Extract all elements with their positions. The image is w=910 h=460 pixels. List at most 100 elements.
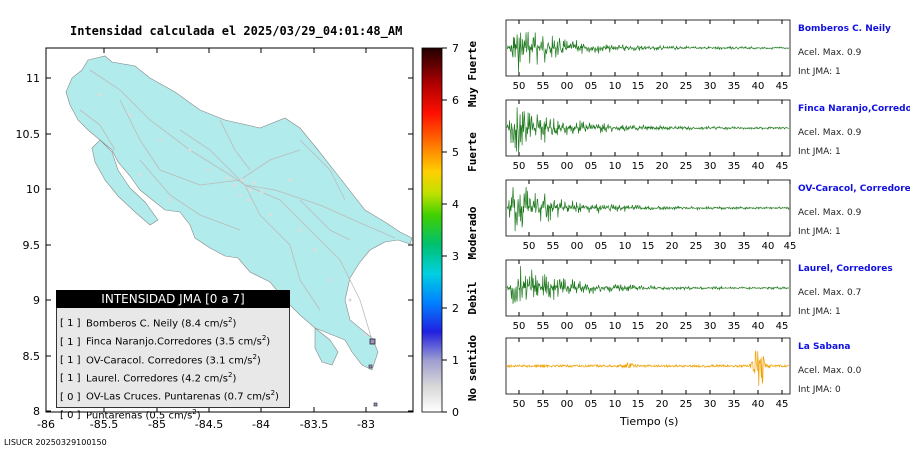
- legend-text-end: ): [256, 354, 261, 366]
- time-tick-label: 35: [728, 161, 741, 172]
- time-tick-label: 05: [585, 399, 598, 410]
- town-marker: [206, 168, 210, 172]
- time-tick-label: 40: [762, 241, 775, 252]
- time-tick-label: 00: [561, 399, 574, 410]
- station-info: Acel. Max. 0.9 Int JMA: 1: [798, 124, 861, 162]
- road: [299, 139, 346, 201]
- map-x-tick-label: -83: [357, 418, 375, 431]
- town-marker: [168, 198, 172, 202]
- legend-text-end: ): [196, 409, 201, 421]
- legend-title: INTENSIDAD JMA [0 a 7]: [56, 290, 290, 308]
- colorbar-tick-label: 6: [452, 94, 459, 107]
- town-marker: [313, 248, 317, 252]
- town-marker: [158, 138, 162, 142]
- time-tick-label: 25: [690, 241, 703, 252]
- map-x-tick-label: -83.5: [300, 418, 328, 431]
- colorbar-level-label: Debil: [466, 281, 479, 314]
- town-marker: [238, 193, 242, 197]
- costa-rica-land: [65, 55, 413, 371]
- road: [299, 199, 351, 241]
- colorbar-level-label: Fuerte: [466, 132, 479, 172]
- legend-text-end: ): [275, 391, 279, 403]
- time-tick-label: 30: [704, 321, 717, 332]
- time-tick-label: 45: [776, 161, 789, 172]
- time-tick-label: 45: [776, 81, 789, 92]
- time-tick-label: 30: [704, 81, 717, 92]
- time-tick-label: 00: [571, 241, 584, 252]
- time-tick-label: 10: [609, 321, 622, 332]
- map-y-tick-label: 8: [33, 405, 40, 418]
- town-marker: [363, 333, 367, 337]
- town-marker: [98, 93, 102, 97]
- map-x-tick-label: -85.5: [90, 418, 118, 431]
- legend-unit-exponent: 2: [261, 334, 267, 343]
- town-marker: [246, 198, 250, 202]
- map-y-axis: 11 10.5 10 9.5 9 8.5 8: [16, 72, 413, 418]
- town-marker: [288, 178, 292, 182]
- seismogram-frame: [505, 337, 791, 395]
- map-y-tick-label: 10: [26, 183, 40, 196]
- time-tick-label: 15: [632, 399, 645, 410]
- legend-level: [ 1 ]: [60, 318, 81, 330]
- colorbar-tick-label: 4: [452, 198, 459, 211]
- time-tick-label: 15: [632, 161, 645, 172]
- legend-text: Bomberos C. Neily (8.4 cm/s: [86, 318, 229, 330]
- time-tick-label: 50: [513, 399, 526, 410]
- seismogram-panel: 50 55 00 05 10 15 20 25 30 35 40 45: [505, 19, 791, 92]
- town-marker: [226, 176, 230, 180]
- station-peak-accel: Acel. Max. 0.0: [798, 366, 862, 376]
- time-tick-label: 25: [680, 81, 693, 92]
- time-tick-label: 55: [537, 399, 550, 410]
- road: [79, 109, 116, 151]
- road: [89, 69, 246, 186]
- time-tick-label: 05: [595, 241, 608, 252]
- station-peak-accel: Acel. Max. 0.9: [798, 208, 862, 218]
- station-name: La Sabana: [798, 342, 851, 352]
- seismogram-panels: 50 55 00 05 10 15 20 25 30 35 40 45 50 55 00 05 10 15 20 25…: [505, 19, 796, 410]
- legend-text-end: ): [232, 373, 237, 385]
- station-jma-intensity: Int JMA: 0: [798, 385, 841, 395]
- time-tick-label: 40: [752, 161, 765, 172]
- station-info: Acel. Max. 0.0 Int JMA: 0: [798, 362, 861, 400]
- map-y-tick-label: 8.5: [23, 350, 41, 363]
- station-name: OV-Caracol, Corredores: [798, 184, 910, 194]
- colorbar-level-label: No sentido: [466, 335, 479, 402]
- colorbar-tick-label: 0: [452, 406, 459, 419]
- time-tick-label: 05: [585, 321, 598, 332]
- legend-level: [ 1 ]: [60, 373, 81, 385]
- town-marker: [128, 113, 132, 117]
- intensity-colorbar: 7 6 5 4 3 2 1 0 Muy Fuerte Fuerte Moderado Debil No…: [421, 41, 479, 419]
- station-peak-accel: Acel. Max. 0.9: [798, 48, 862, 58]
- station-info: Acel. Max. 0.9 Int JMA: 1: [798, 204, 861, 242]
- seismogram-panel: 50 55 00 05 10 15 20 25 30 35 40 45: [505, 179, 796, 252]
- time-tick-label: 25: [680, 399, 693, 410]
- town-markers: [98, 93, 367, 337]
- footer-id: LISUCR 20250329100150: [4, 438, 107, 447]
- time-tick-label: 50: [513, 81, 526, 92]
- time-tick-label: 30: [704, 399, 717, 410]
- colorbar-level-label: Muy Fuerte: [466, 41, 479, 108]
- map-y-tick-label: 9: [33, 294, 40, 307]
- seismogram-trace: [506, 31, 790, 73]
- colorbar-tick-label: 7: [452, 42, 459, 55]
- seismogram-panel: 50 55 00 05 10 15 20 25 30 35 40 45: [505, 337, 791, 410]
- time-tick-label: 35: [728, 399, 741, 410]
- seismogram-panel: 50 55 00 05 10 15 20 25 30 35 40 45: [505, 259, 791, 332]
- time-tick-label: 55: [537, 321, 550, 332]
- legend-unit-exponent: 2: [270, 389, 276, 398]
- map-title: Intensidad calculada el 2025/03/29_04:01…: [70, 24, 403, 38]
- map-x-tick-label: -85: [148, 418, 166, 431]
- map-y-tick-label: 11: [26, 72, 40, 85]
- road: [199, 149, 301, 186]
- legend-level: [ 1 ]: [60, 354, 81, 366]
- town-marker: [233, 183, 237, 187]
- legend-text-end: ): [266, 336, 271, 348]
- time-tick-label: 10: [609, 161, 622, 172]
- seismogram-trace: [506, 265, 790, 304]
- time-tick-label: 20: [656, 161, 669, 172]
- legend-item: [ 0 ] OV-Las Cruces. Puntarenas (0.7 cm/s…: [60, 386, 288, 404]
- time-tick-label: 20: [666, 241, 679, 252]
- colorbar-gradient: [421, 47, 443, 413]
- map-y-tick-label: 9.5: [23, 239, 41, 252]
- colorbar-tick-label: 5: [452, 146, 459, 159]
